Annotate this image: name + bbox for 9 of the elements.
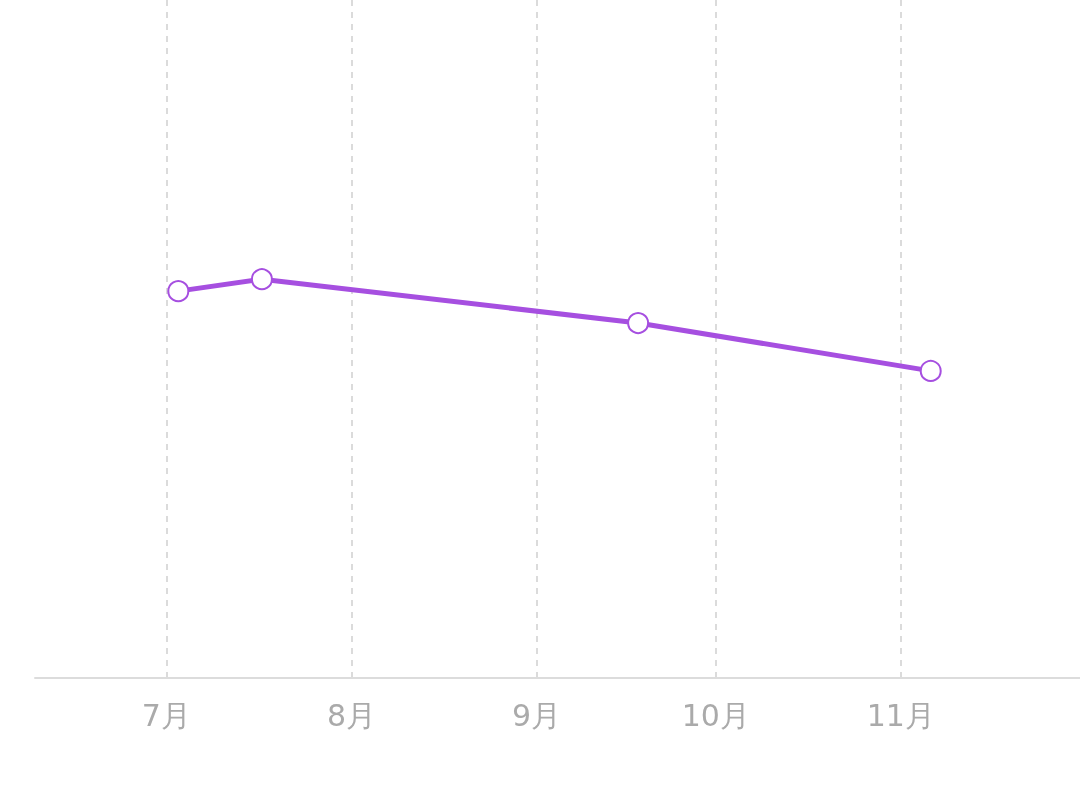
- point: [627, 312, 650, 335]
- x-tick-label: 9月: [512, 697, 562, 733]
- point: [250, 268, 273, 291]
- point: [919, 359, 942, 382]
- x-tick-label: 11月: [866, 697, 935, 733]
- point: [167, 280, 190, 303]
- x-tick-label: 10月: [681, 697, 750, 733]
- x-tick-label: 8月: [326, 697, 377, 733]
- x-tick-label: 7月: [141, 697, 191, 733]
